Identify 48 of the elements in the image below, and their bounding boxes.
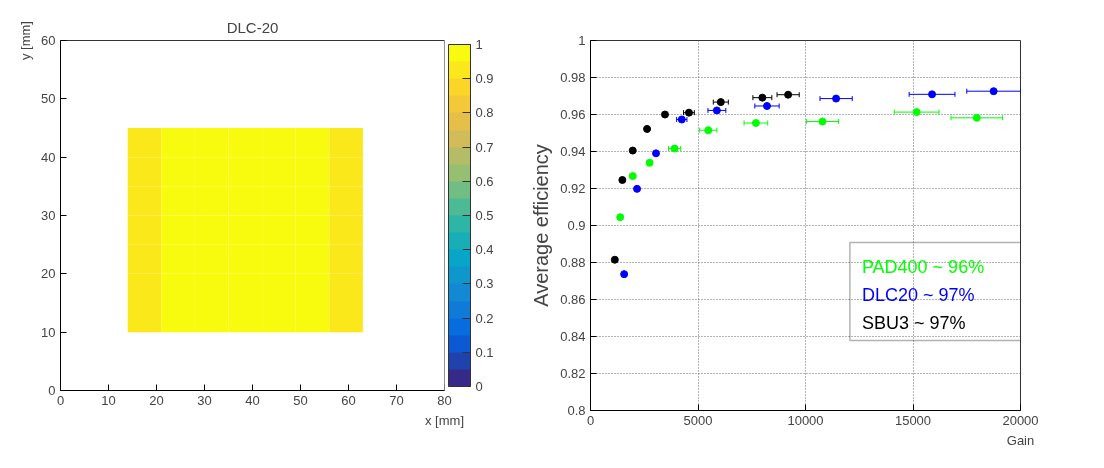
color-bar-label: 0.3 [475,276,494,292]
y-tick-label: 0.8 [567,403,586,418]
x-tick-label: 40 [245,392,260,408]
y-tick-label: 0.88 [560,255,586,270]
y-tick-label: 0.98 [560,70,586,85]
x-tick-label: 60 [341,392,356,408]
x-tick-label: 70 [389,392,404,408]
y-tick-label: 0.9 [567,218,586,233]
y-tick-label: 0.92 [560,181,586,196]
text: DLC20 ~ 97% [861,284,975,305]
y-tick-label: 50 [41,91,56,107]
text: PAD400 ~ 96% [861,256,985,277]
y-tick-label: 40 [41,149,56,165]
y-tick-label: 0.96 [560,107,586,122]
y-tick-label: 0.86 [560,292,586,307]
x-tick-label: 10 [101,392,116,408]
x-axis-title: x [mm] [425,412,464,428]
x-tick-label: 20 [149,392,164,408]
color-bar-label: 0.9 [475,71,494,87]
color-bar-label: 1 [475,37,483,52]
x-tick-label: 5000 [683,412,713,428]
x-tick-label: 80 [437,392,452,408]
color-bar-label: 0 [475,379,483,394]
x-tick-label: 15000 [894,412,932,428]
x-axis-title: Gain [1006,432,1035,448]
y-tick-label: 0.82 [560,366,586,381]
color-bar-label: 0.8 [475,105,494,121]
y-tick-label: 0.94 [560,144,586,159]
x-tick-label: 10000 [787,412,824,428]
chart-title: DLC-20 [226,18,279,36]
y-tick-label: 30 [41,208,56,223]
y-tick-label: 0.84 [560,329,586,344]
y-axis-title: Average efficiency [530,144,553,307]
text: SBU3 ~ 97% [861,312,966,333]
x-tick-label: 30 [197,392,212,408]
color-bar-label: 0.7 [475,139,494,155]
y-tick-label: 1 [578,33,586,48]
x-tick-label: 50 [293,392,308,408]
y-tick-label: 10 [41,324,56,340]
y-tick-label: 20 [41,266,56,282]
x-tick-label: 20000 [1002,412,1039,428]
color-bar-label: 0.5 [475,208,494,223]
color-bar-label: 0.6 [475,173,494,189]
y-axis-title: y [mm] [18,21,34,60]
color-bar-label: 0.1 [475,344,494,360]
y-tick-label: 60 [41,33,56,48]
color-bar-label: 0.4 [475,242,494,258]
color-bar-label: 0.2 [475,310,494,326]
